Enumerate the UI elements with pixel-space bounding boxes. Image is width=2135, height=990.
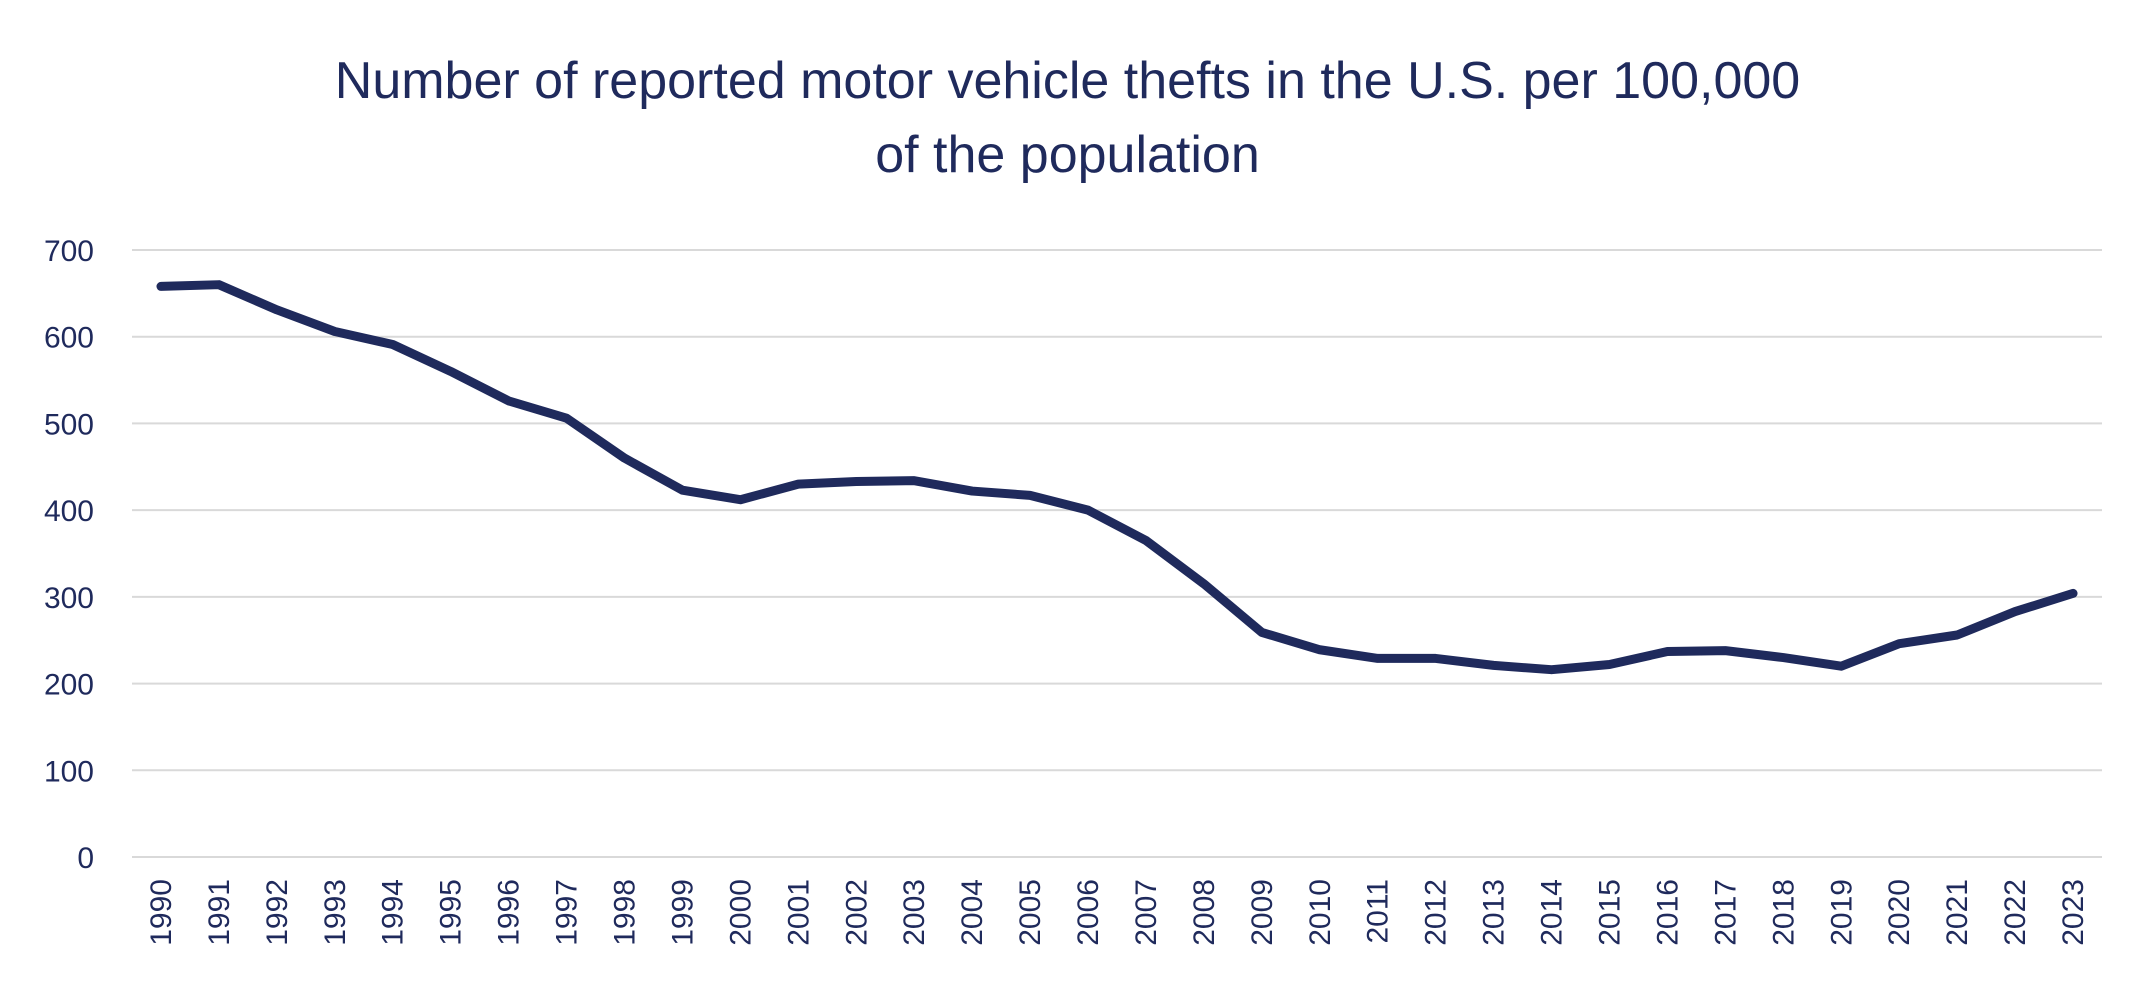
y-tick-label: 700 <box>44 235 94 268</box>
x-tick-label: 2015 <box>1594 879 1627 946</box>
x-tick-label: 2000 <box>724 879 757 946</box>
x-tick-label: 2017 <box>1709 879 1742 946</box>
chart-title-line-1: Number of reported motor vehicle thefts … <box>334 52 1801 110</box>
data-point <box>276 309 278 311</box>
data-point <box>1551 669 1553 671</box>
data-point <box>1319 649 1321 651</box>
x-tick-label: 1997 <box>551 879 584 946</box>
x-tick-label: 2005 <box>1014 879 1047 946</box>
data-point <box>450 370 452 372</box>
x-tick-label: 2018 <box>1767 879 1800 946</box>
series <box>156 280 2078 675</box>
y-tick-label: 400 <box>44 495 94 528</box>
data-point <box>566 417 568 419</box>
x-tick-label: 1994 <box>377 879 410 946</box>
x-tick-label: 2004 <box>956 879 989 946</box>
data-point <box>1666 650 1668 652</box>
x-tick-label: 1993 <box>319 879 352 946</box>
x-tick-label: 1998 <box>609 879 642 946</box>
data-point <box>1261 631 1263 633</box>
data-point <box>2014 611 2016 613</box>
data-point <box>1840 665 1842 667</box>
x-tick-label: 2011 <box>1362 879 1395 944</box>
data-point <box>1898 643 1900 645</box>
data-point <box>1029 494 1031 496</box>
data-point <box>797 483 799 485</box>
data-point <box>1435 657 1437 659</box>
y-tick-label: 600 <box>44 322 94 355</box>
x-tick-label: 1996 <box>493 879 526 946</box>
x-tick-label: 2009 <box>1246 879 1279 946</box>
data-point <box>739 499 741 501</box>
gridlines <box>132 249 2102 858</box>
y-tick-label: 300 <box>44 582 94 615</box>
x-axis-ticks: 1990 1991 1992 1993 1994 1995 1996 1997 1998 1999… <box>145 879 2090 946</box>
data-point <box>1377 657 1379 659</box>
data-point <box>392 344 394 346</box>
x-tick-label: 1992 <box>261 879 294 946</box>
y-tick-label: 0 <box>77 842 94 875</box>
data-point <box>334 331 336 333</box>
data-point <box>1956 634 1958 636</box>
data-point <box>508 400 510 402</box>
x-tick-label: 1991 <box>203 879 236 946</box>
x-tick-label: 1995 <box>435 879 468 946</box>
data-point <box>1782 657 1784 659</box>
x-tick-label: 2023 <box>2057 879 2090 946</box>
y-tick-label: 100 <box>44 755 94 788</box>
x-tick-label: 1990 <box>145 879 178 946</box>
chart-title: Number of reported motor vehicle thefts … <box>0 44 2135 192</box>
x-tick-label: 2001 <box>782 879 815 946</box>
x-tick-label: 2010 <box>1304 879 1337 946</box>
data-point <box>855 481 857 483</box>
data-point <box>1724 650 1726 652</box>
data-point <box>1145 539 1147 541</box>
x-tick-label: 2014 <box>1536 879 1569 946</box>
chart-title-line-2: of the population <box>875 126 1260 184</box>
x-tick-label: 2020 <box>1883 879 1916 946</box>
series-line <box>156 280 2078 675</box>
data-point <box>913 480 915 482</box>
data-point <box>2072 592 2074 594</box>
x-tick-label: 2013 <box>1478 879 1511 946</box>
data-point <box>624 457 625 459</box>
x-tick-label: 2021 <box>1941 879 1974 946</box>
x-tick-label: 2008 <box>1188 879 1221 946</box>
data-point <box>681 489 683 491</box>
x-tick-label: 2012 <box>1420 879 1453 946</box>
x-tick-label: 2006 <box>1072 879 1105 946</box>
x-tick-label: 2002 <box>840 879 873 946</box>
data-point <box>1493 664 1495 666</box>
data-point <box>1087 509 1089 511</box>
data-point <box>971 490 973 492</box>
x-tick-label: 2007 <box>1130 879 1163 946</box>
y-tick-label: 500 <box>44 408 94 441</box>
x-tick-label: 2019 <box>1825 879 1858 946</box>
y-axis-ticks: 0 100 200 300 400 500 600 700 <box>44 235 94 875</box>
x-tick-label: 1999 <box>666 879 699 946</box>
x-tick-label: 2003 <box>898 879 931 946</box>
data-point <box>218 284 220 286</box>
y-tick-label: 200 <box>44 669 94 702</box>
x-tick-label: 2022 <box>1999 879 2032 946</box>
data-point <box>1203 583 1205 585</box>
x-tick-label: 2016 <box>1651 879 1684 946</box>
data-point <box>1609 663 1610 665</box>
data-point <box>160 285 162 287</box>
